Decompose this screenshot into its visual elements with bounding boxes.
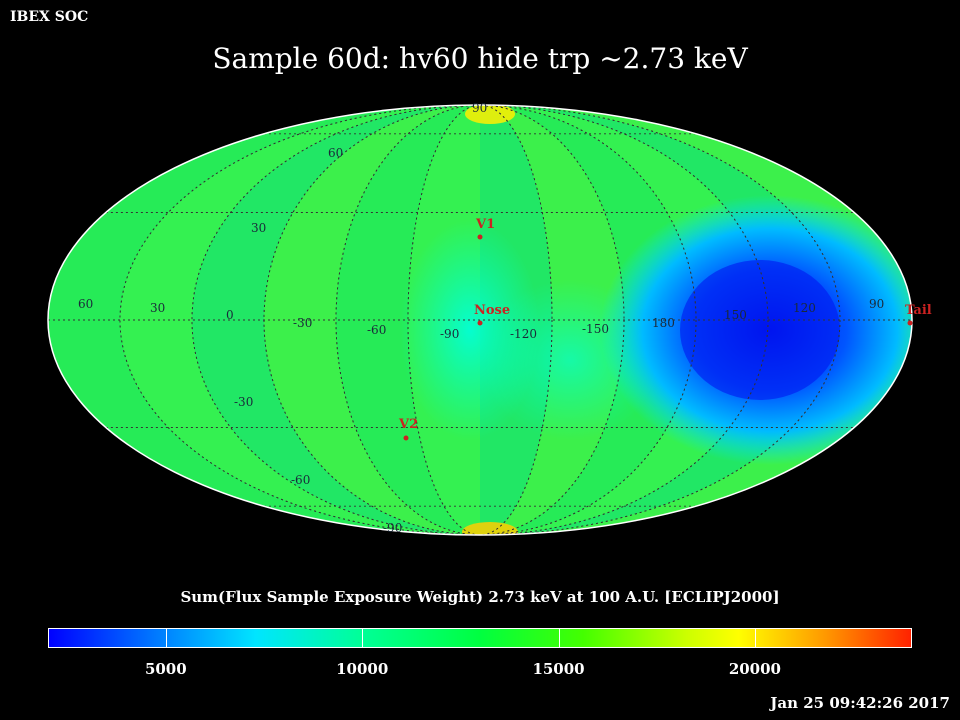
north-pole-hotspot	[465, 105, 515, 124]
colorbar-tick-label: 10000	[336, 660, 389, 678]
longitude-label: 150	[724, 308, 747, 322]
colorbar-tick	[754, 628, 756, 648]
marker-dot	[403, 435, 409, 441]
colorbar	[48, 628, 912, 648]
marker-label: Tail	[905, 303, 932, 318]
colorbar-tick	[165, 628, 167, 648]
longitude-label: 120	[793, 301, 816, 315]
colorbar-title: Sum(Flux Sample Exposure Weight) 2.73 ke…	[180, 588, 780, 606]
marker-dot	[477, 234, 483, 240]
latitude-label: -60	[291, 473, 310, 487]
colorbar-tick-label: 5000	[144, 660, 187, 678]
longitude-label: 90	[869, 297, 884, 311]
latitude-label: -30	[234, 395, 253, 409]
marker-label: V2	[398, 417, 418, 432]
graticule	[48, 105, 912, 535]
latitude-label: 60	[328, 146, 343, 160]
timestamp: Jan 25 09:42:26 2017	[770, 694, 950, 712]
colorbar-tick	[558, 628, 560, 648]
longitude-label: -60	[367, 323, 386, 337]
marker-dot	[907, 320, 913, 326]
org-label: IBEX SOC	[10, 9, 89, 25]
longitude-label: 0	[226, 308, 234, 322]
latitude-label: -90	[383, 521, 402, 535]
colorbar-tick-label: 15000	[532, 660, 585, 678]
longitude-label: -30	[293, 316, 312, 330]
latitude-label: 30	[251, 221, 266, 235]
markers: V1 Nose V2 Tail	[398, 217, 932, 441]
colorbar-tick	[362, 628, 364, 648]
grid-labels: 90 60 30 -30 -60 -90 60 30 0 -30 -60 -90 -120 -150 180…	[78, 101, 884, 535]
colorbar-tick-label: 20000	[728, 660, 781, 678]
longitude-label: 30	[150, 301, 165, 315]
latitude-label: 90	[472, 101, 487, 115]
longitude-label: -150	[582, 322, 609, 336]
longitude-label: 180	[652, 316, 675, 330]
map-body	[48, 105, 912, 535]
marker-label: V1	[475, 217, 495, 232]
sky-map: 90 60 30 -30 -60 -90 60 30 0 -30 -60 -90 -120 -150 180…	[47, 101, 932, 536]
marker-dot	[477, 320, 483, 326]
longitude-label: -120	[510, 327, 537, 341]
meridian-line	[407, 105, 553, 535]
marker-label: Nose	[474, 303, 510, 318]
longitude-label: 60	[78, 297, 93, 311]
south-pole-hotspot	[462, 522, 518, 535]
longitude-label: -90	[440, 327, 459, 341]
plot-title: Sample 60d: hv60 hide trp ~2.73 keV	[212, 42, 748, 75]
map-boundary	[47, 104, 913, 536]
